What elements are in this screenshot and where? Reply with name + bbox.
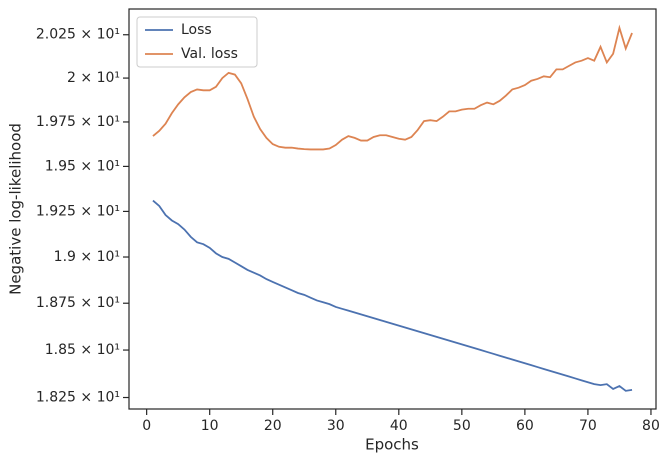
x-tick-label: 70 (579, 418, 597, 434)
legend-label: Loss (181, 22, 212, 38)
y-tick-label: 2 × 10¹ (67, 70, 120, 86)
x-tick-label: 30 (327, 418, 345, 434)
y-tick-label: 1.825 × 10¹ (36, 390, 120, 406)
x-axis-label: Epochs (365, 436, 419, 454)
y-tick-label: 1.925 × 10¹ (36, 203, 120, 219)
x-tick-label: 50 (453, 418, 471, 434)
y-tick-label: 2.025 × 10¹ (36, 27, 120, 43)
series-line (152, 199, 633, 392)
x-tick-label: 10 (201, 418, 219, 434)
x-tick-label: 0 (142, 418, 151, 434)
y-tick-label: 1.95 × 10¹ (45, 158, 120, 174)
y-axis-label: Negative log-likelihood (7, 123, 25, 295)
series-line (152, 24, 633, 151)
y-tick-label: 1.975 × 10¹ (36, 114, 120, 130)
x-tick-label: 40 (390, 418, 408, 434)
y-tick-label: 1.875 × 10¹ (36, 295, 120, 311)
x-tick-label: 20 (264, 418, 282, 434)
legend-label: Val. loss (181, 46, 238, 62)
x-tick-label: 80 (642, 418, 660, 434)
plot-frame (128, 8, 657, 410)
y-tick-label: 1.85 × 10¹ (45, 342, 120, 358)
x-tick-label: 60 (516, 418, 534, 434)
y-tick-label: 1.9 × 10¹ (54, 249, 120, 265)
